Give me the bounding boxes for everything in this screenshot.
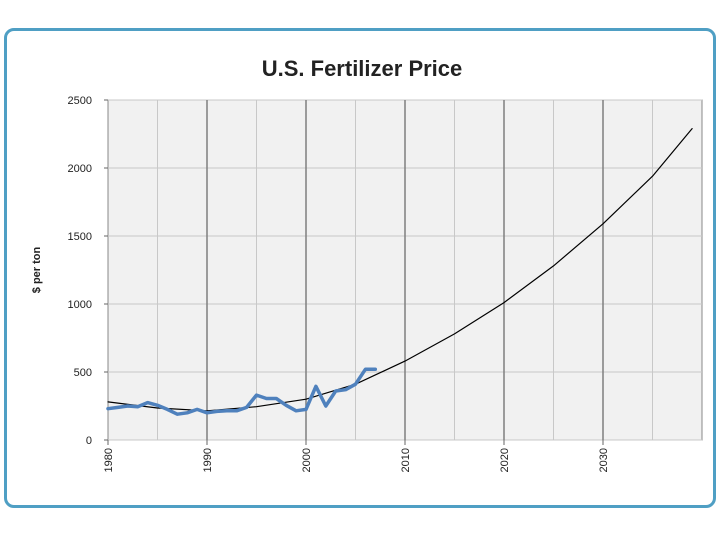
- chart-title: U.S. Fertilizer Price: [262, 56, 463, 81]
- y-axis-label: $ per ton: [31, 246, 43, 293]
- x-tick-label: 2010: [400, 448, 412, 472]
- x-axis-ticks: 1980 1990 2000 2010 2020 2030: [103, 440, 610, 472]
- series-layer: [106, 128, 693, 416]
- y-axis-ticks: 0 500 1000 1500 2000 2500: [68, 95, 108, 447]
- x-tick-label: 1990: [202, 448, 214, 472]
- y-tick-label: 1000: [68, 299, 92, 311]
- y-tick-label: 0: [86, 435, 92, 447]
- y-tick-label: 2500: [68, 95, 92, 107]
- x-tick-label: 2020: [499, 448, 511, 472]
- x-tick-label: 1980: [103, 448, 115, 472]
- y-tick-label: 500: [74, 367, 92, 379]
- series-price-line: [106, 367, 378, 416]
- x-tick-label: 2030: [598, 448, 610, 472]
- y-tick-label: 2000: [68, 163, 92, 175]
- x-gridlines: [157, 100, 653, 440]
- y-tick-label: 1500: [68, 231, 92, 243]
- x-tick-label: 2000: [301, 448, 313, 472]
- series-trend-line: [107, 128, 693, 412]
